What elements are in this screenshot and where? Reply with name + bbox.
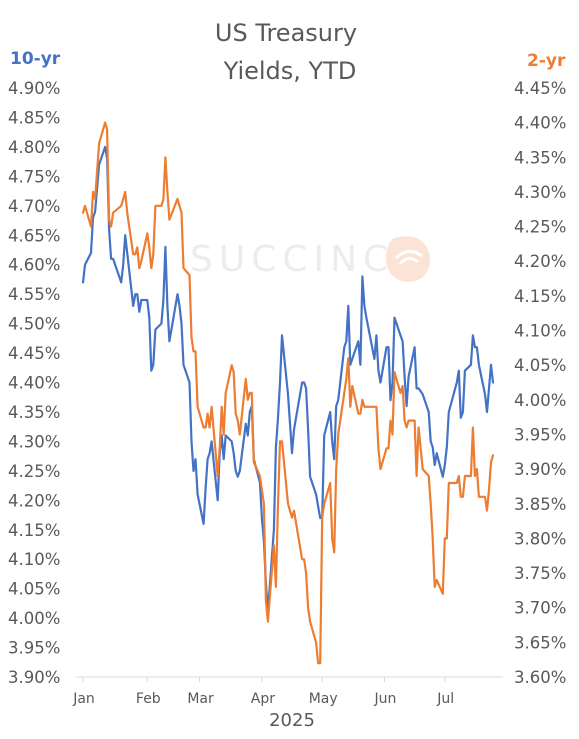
left-tick-label: 4.20% <box>8 491 60 510</box>
right-tick-label: 3.75% <box>514 564 566 583</box>
left-tick-label: 4.65% <box>8 226 60 245</box>
left-tick-label: 4.60% <box>8 256 60 275</box>
right-tick-label: 4.45% <box>514 79 566 98</box>
x-tick-label: Jan <box>72 691 95 707</box>
left-tick-label: 4.85% <box>8 108 60 127</box>
left-tick-label: 4.25% <box>8 462 60 481</box>
right-tick-label: 4.20% <box>514 252 566 271</box>
watermark-text: SUCCINCT <box>190 239 422 280</box>
left-tick-label: 3.90% <box>8 668 60 687</box>
left-axis-label: 10-yr <box>10 49 61 69</box>
chart-title-line-2: Yields, YTD <box>223 57 357 85</box>
left-tick-label: 4.50% <box>8 315 60 334</box>
x-tick-label: Jun <box>374 691 397 707</box>
left-tick-label: 4.90% <box>8 79 60 98</box>
x-tick-label: Feb <box>136 691 161 707</box>
right-tick-label: 3.95% <box>514 425 566 444</box>
right-tick-label: 4.05% <box>514 356 566 375</box>
right-tick-label: 4.15% <box>514 287 566 306</box>
left-tick-label: 4.75% <box>8 167 60 186</box>
right-tick-label: 3.70% <box>514 599 566 618</box>
x-axis-ticks: Jan Feb Mar Apr May Jun Jul <box>72 677 454 707</box>
left-tick-label: 4.45% <box>8 344 60 363</box>
right-tick-label: 3.65% <box>514 633 566 652</box>
left-tick-label: 4.15% <box>8 521 60 540</box>
right-tick-label: 4.10% <box>514 322 566 341</box>
right-tick-label: 4.00% <box>514 391 566 410</box>
x-tick-label: Mar <box>187 691 214 707</box>
x-tick-label: Apr <box>251 691 275 707</box>
left-axis-ticks: 3.90% 3.95% 4.00% 4.05% 4.10% 4.15% 4.20% 4.25%… <box>8 79 60 687</box>
x-axis-title: 2025 <box>269 710 315 731</box>
series-lines <box>81 121 495 665</box>
left-tick-label: 4.70% <box>8 197 60 216</box>
right-tick-label: 4.35% <box>514 148 566 167</box>
left-tick-label: 3.95% <box>8 639 60 658</box>
left-tick-label: 4.30% <box>8 432 60 451</box>
right-tick-label: 4.30% <box>514 183 566 202</box>
chart-title-line-1: US Treasury <box>215 19 357 47</box>
series-line-2yr <box>81 121 495 665</box>
series-line-10yr <box>81 145 495 614</box>
left-tick-label: 4.05% <box>8 580 60 599</box>
right-tick-label: 3.60% <box>514 668 566 687</box>
left-tick-label: 4.10% <box>8 550 60 569</box>
left-tick-label: 4.55% <box>8 285 60 304</box>
left-tick-label: 4.00% <box>8 609 60 628</box>
right-tick-label: 3.85% <box>514 495 566 514</box>
watermark: SUCCINCT <box>190 236 430 282</box>
right-tick-label: 3.80% <box>514 529 566 548</box>
left-tick-label: 4.40% <box>8 374 60 393</box>
right-tick-label: 4.25% <box>514 218 566 237</box>
right-axis-label: 2-yr <box>527 51 566 71</box>
right-tick-label: 3.90% <box>514 460 566 479</box>
left-tick-label: 4.80% <box>8 138 60 157</box>
left-tick-label: 4.35% <box>8 403 60 422</box>
right-axis-ticks: 3.60% 3.65% 3.70% 3.75% 3.80% 3.85% 3.90% 3.95%… <box>514 79 566 687</box>
watermark-logo-icon <box>386 236 430 282</box>
x-tick-label: Jul <box>436 691 454 707</box>
x-tick-label: May <box>309 691 338 707</box>
right-tick-label: 4.40% <box>514 114 566 133</box>
